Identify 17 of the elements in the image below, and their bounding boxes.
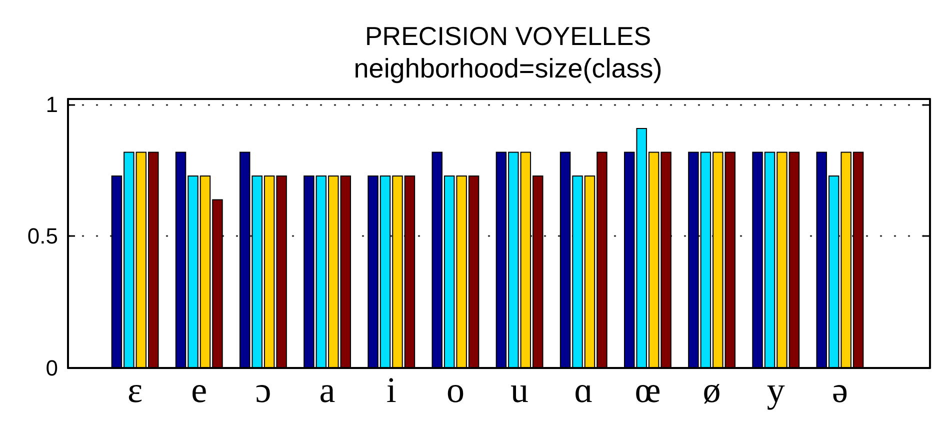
x-tick-label: y bbox=[766, 370, 785, 410]
x-tick-label: ɑ bbox=[574, 370, 594, 410]
x-tick-label: o bbox=[446, 370, 464, 410]
y-tick-label: 0.5 bbox=[27, 224, 58, 249]
x-tick-label: ε bbox=[127, 370, 143, 410]
y-tick-label: 0 bbox=[46, 356, 58, 380]
chart-subtitle: neighborhood=size(class) bbox=[354, 54, 662, 84]
x-tick-label: ə bbox=[832, 370, 848, 410]
x-tick-label: e bbox=[191, 370, 208, 410]
x-tick-label: u bbox=[510, 370, 529, 410]
x-tick-label: ø bbox=[702, 370, 721, 410]
y-tick-label: 1 bbox=[46, 92, 58, 117]
x-tick-label: i bbox=[386, 370, 396, 410]
x-tick-label: a bbox=[319, 370, 336, 410]
chart-title: PRECISION VOYELLES bbox=[364, 21, 652, 51]
x-tick-label: ɔ bbox=[255, 370, 272, 410]
x-tick-label: œ bbox=[634, 370, 661, 410]
